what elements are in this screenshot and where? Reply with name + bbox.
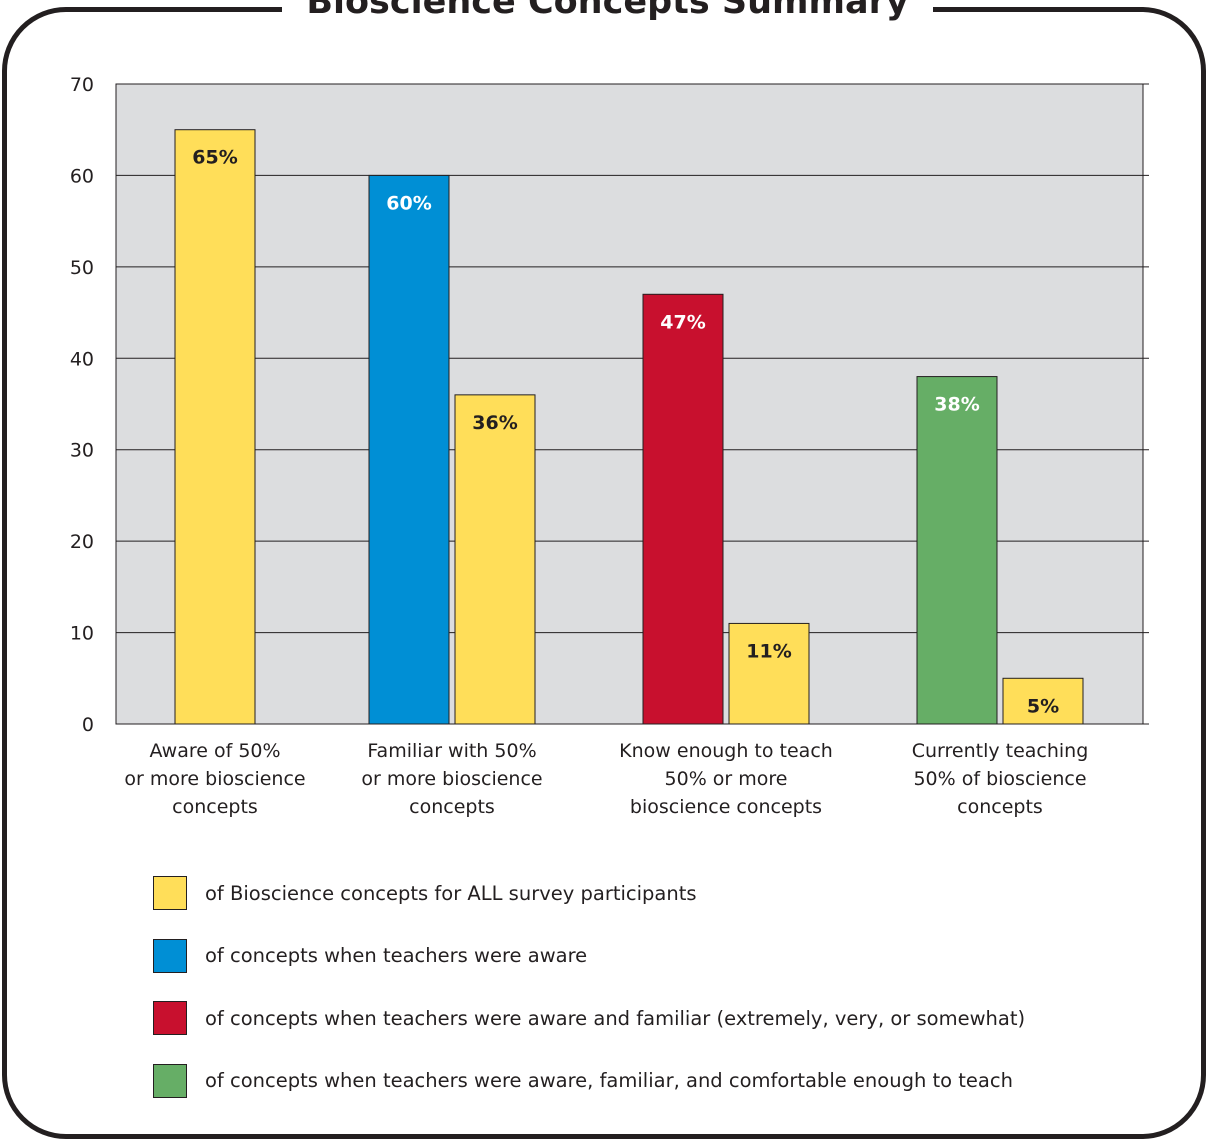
- legend-item: of concepts when teachers were aware: [153, 938, 1025, 974]
- bar: [643, 294, 723, 724]
- data-label: 11%: [746, 640, 791, 662]
- data-label: 36%: [472, 412, 517, 434]
- x-tick-label: Familiar with 50%: [367, 740, 536, 762]
- data-label: 60%: [386, 192, 431, 214]
- bar: [369, 175, 449, 724]
- y-tick-label: 60: [70, 165, 94, 187]
- legend-item: of concepts when teachers were aware and…: [153, 1000, 1025, 1036]
- legend-item: of Bioscience concepts for ALL survey pa…: [153, 875, 1025, 911]
- x-tick-label: concepts: [409, 796, 495, 818]
- x-tick-label: 50% or more: [665, 768, 788, 790]
- x-tick-label: bioscience concepts: [630, 796, 822, 818]
- x-tick-label: Know enough to teach: [619, 740, 833, 762]
- x-tick-label: or more bioscience: [124, 768, 305, 790]
- x-tick-label: concepts: [172, 796, 258, 818]
- legend-label: of concepts when teachers were aware: [205, 944, 587, 967]
- bar: [729, 623, 809, 724]
- legend-swatch: [153, 1001, 187, 1035]
- y-tick-label: 20: [70, 531, 94, 553]
- legend-swatch: [153, 876, 187, 910]
- legend-swatch: [153, 939, 187, 973]
- bar-chart: 0 10 20 30 40 50 60 70 65% 60% 36% 47% 11% 38% 5% Awa…: [0, 0, 1215, 860]
- legend-label: of concepts when teachers were aware, fa…: [205, 1069, 1013, 1092]
- x-tick-label: Currently teaching: [912, 740, 1089, 762]
- data-label: 5%: [1027, 695, 1059, 717]
- y-tick-label: 0: [82, 714, 94, 736]
- legend-swatch: [153, 1064, 187, 1098]
- x-tick-label: concepts: [957, 796, 1043, 818]
- y-axis: 0 10 20 30 40 50 60 70: [70, 74, 94, 736]
- y-tick-label: 30: [70, 440, 94, 462]
- x-tick-label: or more bioscience: [361, 768, 542, 790]
- y-tick-label: 40: [70, 348, 94, 370]
- legend: of Bioscience concepts for ALL survey pa…: [153, 875, 1025, 1125]
- x-tick-label: Aware of 50%: [149, 740, 280, 762]
- y-tick-label: 10: [70, 623, 94, 645]
- x-axis: Aware of 50% or more bioscience concepts Fa…: [124, 740, 1088, 818]
- data-label: 65%: [192, 147, 237, 169]
- x-tick-label: 50% of bioscience: [913, 768, 1086, 790]
- bar: [917, 377, 997, 724]
- data-label: 38%: [934, 394, 979, 416]
- y-tick-label: 70: [70, 74, 94, 96]
- y-tick-label: 50: [70, 257, 94, 279]
- legend-label: of Bioscience concepts for ALL survey pa…: [205, 882, 697, 905]
- legend-item: of concepts when teachers were aware, fa…: [153, 1063, 1025, 1099]
- data-label: 47%: [660, 311, 705, 333]
- bar: [175, 130, 255, 724]
- bar: [455, 395, 535, 724]
- legend-label: of concepts when teachers were aware and…: [205, 1007, 1025, 1030]
